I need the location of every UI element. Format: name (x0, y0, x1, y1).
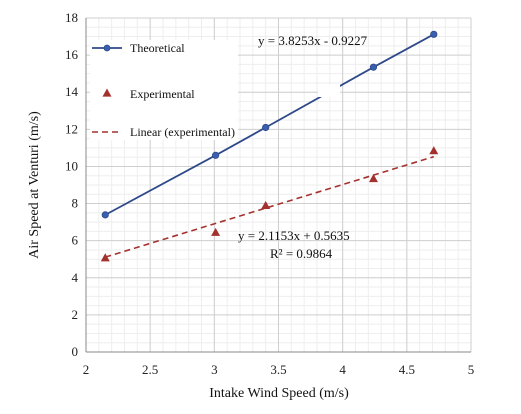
y-tick-label: 10 (65, 158, 78, 173)
x-tick-label: 4.5 (399, 362, 415, 377)
series-experimental-point (368, 174, 378, 183)
legend-linear-experimental-label: Linear (experimental) (130, 125, 235, 139)
series-theoretical-point (430, 30, 438, 38)
series-layer (100, 30, 439, 262)
x-tick-label: 5 (468, 362, 475, 377)
series-experimental-point (429, 146, 439, 155)
legend-experimental-marker (102, 88, 112, 97)
equation-gap-patch (318, 85, 340, 97)
series-experimental-point (100, 253, 110, 262)
y-tick-label: 6 (72, 233, 79, 248)
legend-background (90, 40, 238, 140)
y-tick-label: 8 (72, 196, 79, 211)
series-theoretical-point (262, 123, 270, 132)
series-theoretical-point (369, 63, 378, 71)
x-axis-title: Intake Wind Speed (m/s) (209, 386, 349, 401)
legend: Theoretical Experimental Linear (experimen… (90, 40, 238, 140)
x-tick-label: 3.5 (270, 362, 286, 377)
x-tick-label: 3 (211, 362, 218, 377)
x-tick-label: 4 (339, 362, 346, 377)
experimental-equation: y = 2.1153x + 0.5635 (238, 228, 350, 243)
y-tick-label: 14 (65, 84, 79, 99)
y-tick-label: 0 (72, 344, 79, 359)
legend-theoretical-marker (103, 44, 111, 52)
series-experimental-point (211, 227, 221, 236)
legend-theoretical-label: Theoretical (130, 41, 185, 55)
series-theoretical-point (212, 151, 220, 159)
series-theoretical-point (101, 211, 109, 219)
y-tick-label: 2 (72, 307, 79, 322)
x-tick-label: 2 (83, 362, 90, 377)
y-tick-label: 12 (65, 121, 78, 136)
equations: y = 3.8253x - 0.9227 y = 2.1153x + 0.563… (238, 33, 368, 261)
axis-labels: Intake Wind Speed (m/s) Air Speed at Ven… (27, 111, 349, 401)
y-tick-label: 4 (72, 270, 79, 285)
series-experimental-point (261, 200, 271, 210)
x-tick-label: 2.5 (142, 362, 158, 377)
legend-experimental-label: Experimental (130, 87, 195, 101)
experimental-r2: R² = 0.9864 (270, 246, 333, 261)
series-linear-experimental-line (105, 155, 435, 258)
y-tick-label: 16 (65, 47, 79, 62)
y-tick-label: 18 (65, 10, 78, 25)
y-axis-title: Air Speed at Venturi (m/s) (27, 111, 42, 259)
theoretical-equation: y = 3.8253x - 0.9227 (258, 33, 368, 48)
